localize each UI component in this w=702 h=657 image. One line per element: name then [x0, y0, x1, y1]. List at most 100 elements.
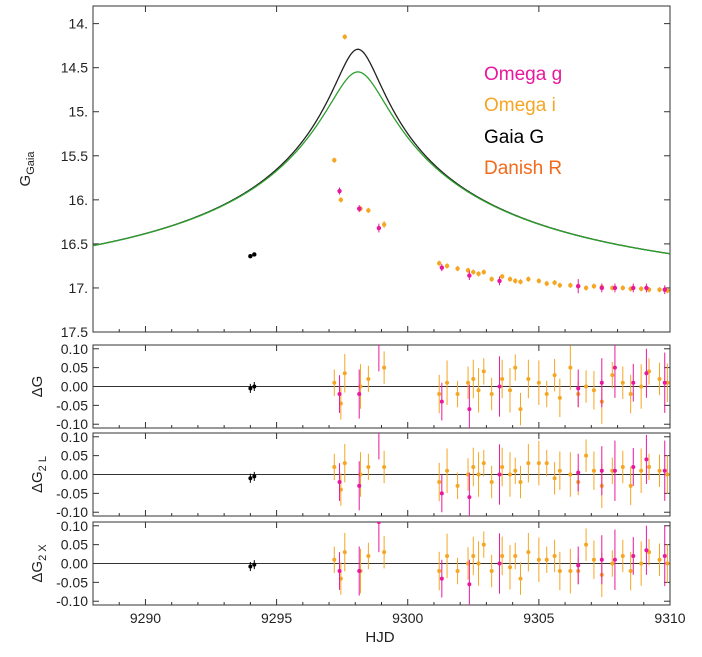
residual-point: [576, 386, 581, 391]
residual-point: [552, 553, 557, 558]
residual-point: [366, 464, 371, 469]
y-tick-label: -0.05: [56, 485, 88, 501]
residual-point: [357, 569, 362, 574]
residual-point: [628, 392, 633, 397]
residual-point: [584, 453, 589, 458]
residual-point: [508, 472, 513, 477]
data-point: [518, 279, 523, 284]
data-point: [497, 278, 502, 284]
residual-point: [599, 380, 604, 385]
residual-point: [662, 553, 667, 558]
residual-point: [445, 380, 450, 385]
data-point: [332, 157, 337, 163]
residual-point: [497, 472, 502, 477]
residual-point: [591, 388, 596, 393]
residual-point: [518, 480, 523, 485]
residual-point: [526, 550, 531, 555]
data-point: [620, 285, 625, 291]
residual-point: [552, 373, 557, 378]
residual-point: [366, 376, 371, 381]
residual-point: [544, 392, 549, 397]
y-axis-label: ΔG2 L: [29, 456, 49, 493]
panel-res2: -0.10 -0.05 0.00 0.05 0.10 ΔG2 L: [29, 429, 671, 520]
residual-point: [639, 384, 644, 389]
panel-content: [93, 433, 670, 516]
data-point: [471, 269, 476, 275]
residual-point: [252, 384, 257, 389]
residual-point: [455, 569, 460, 574]
residual-point: [662, 468, 667, 473]
y-tick-label: 15.: [69, 104, 88, 120]
residual-point: [481, 369, 486, 374]
data-point: [342, 34, 347, 40]
y-tick-label: 0.00: [61, 379, 88, 395]
y-tick-label: 0.10: [61, 518, 88, 534]
y-tick-label: -0.10: [56, 504, 88, 520]
residual-point: [437, 480, 442, 485]
residual-point: [332, 557, 337, 562]
residual-point: [471, 464, 476, 469]
residual-point: [518, 576, 523, 581]
y-tick-label: -0.10: [56, 416, 88, 432]
residual-point: [252, 562, 257, 567]
panel-main: 14. 14.5 15. 15.5 16. 16.5 17. 17.5 GGaia: [17, 5, 671, 340]
data-point: [507, 276, 513, 282]
panel-frame: [92, 5, 671, 333]
residual-point: [439, 576, 444, 581]
data-point: [357, 206, 362, 211]
residual-point: [439, 491, 444, 496]
residual-point: [342, 461, 347, 466]
data-point: [576, 283, 581, 289]
y-tick-label: 16.5: [61, 236, 88, 252]
residual-point: [439, 399, 444, 404]
residual-point: [489, 569, 494, 574]
y-tick-label: 0.10: [61, 341, 88, 357]
residual-point: [252, 474, 257, 479]
residual-point: [628, 483, 633, 488]
residual-point: [584, 384, 589, 389]
residual-point: [471, 553, 476, 558]
panel-res1: -0.10 -0.05 0.00 0.05 0.10 ΔG: [29, 341, 671, 432]
residual-point: [610, 561, 615, 566]
data-point: [631, 285, 636, 291]
residual-point: [508, 388, 513, 393]
data-point: [338, 197, 344, 203]
residual-point: [644, 548, 649, 553]
y-tick-label: 16.: [69, 192, 88, 208]
y-tick-label: -0.10: [56, 593, 88, 609]
residual-point: [644, 457, 649, 462]
data-point: [437, 261, 442, 266]
residual-point: [445, 468, 450, 473]
residual-point: [382, 464, 387, 469]
residual-point: [639, 468, 644, 473]
residual-point: [639, 561, 644, 566]
residual-point: [612, 468, 617, 473]
residual-point: [620, 553, 625, 558]
residual-point: [584, 542, 589, 547]
x-tick-label: 9290: [130, 610, 161, 626]
y-axis-label: GGaia: [17, 151, 37, 187]
residual-point: [471, 376, 476, 381]
data-point: [337, 188, 342, 194]
residual-point: [332, 380, 337, 385]
residual-point: [536, 557, 541, 562]
residual-point: [576, 563, 581, 568]
residual-point: [557, 468, 562, 473]
residual-point: [599, 557, 604, 562]
data-point: [366, 208, 371, 213]
residual-point: [591, 557, 596, 562]
residual-point: [657, 468, 662, 473]
residual-point: [500, 376, 505, 381]
residual-point: [382, 365, 387, 370]
residual-point: [544, 461, 549, 466]
residual-point: [489, 480, 494, 485]
residual-point: [481, 542, 486, 547]
residual-point: [628, 569, 633, 574]
data-point: [638, 286, 644, 292]
residual-point: [500, 553, 505, 558]
residual-point: [476, 472, 481, 477]
data-point: [544, 281, 549, 286]
panel-content: [93, 345, 670, 428]
data-point: [568, 283, 573, 288]
